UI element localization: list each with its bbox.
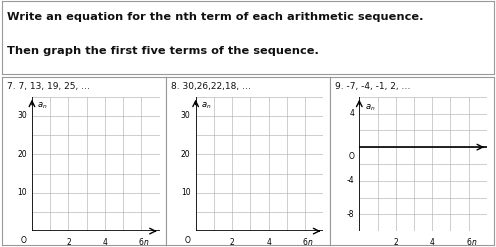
Text: 4: 4: [266, 239, 271, 247]
Text: n: n: [308, 239, 312, 247]
Text: n: n: [472, 239, 476, 247]
Text: 8. 30,26,22,18, …: 8. 30,26,22,18, …: [171, 82, 251, 91]
Text: 4: 4: [349, 109, 354, 118]
Text: O: O: [185, 236, 190, 246]
Text: Write an equation for the nth term of each arithmetic sequence.: Write an equation for the nth term of ea…: [7, 12, 424, 22]
Text: Then graph the first five terms of the sequence.: Then graph the first five terms of the s…: [7, 46, 319, 56]
Text: 30: 30: [181, 111, 190, 121]
Text: -4: -4: [347, 176, 354, 185]
Text: O: O: [348, 152, 354, 162]
Text: $a_n$: $a_n$: [365, 103, 375, 113]
Text: O: O: [21, 236, 27, 246]
Text: -8: -8: [347, 210, 354, 219]
Text: $a_n$: $a_n$: [37, 101, 48, 111]
Text: 6: 6: [303, 239, 308, 247]
Text: 20: 20: [17, 150, 27, 159]
Text: n: n: [144, 239, 149, 247]
Text: 6: 6: [139, 239, 144, 247]
Text: 10: 10: [17, 188, 27, 197]
Text: 4: 4: [103, 239, 107, 247]
Text: $a_n$: $a_n$: [201, 101, 212, 111]
Text: 2: 2: [66, 239, 71, 247]
Text: 4: 4: [430, 239, 434, 247]
Text: 2: 2: [393, 239, 398, 247]
Text: 7. 7, 13, 19, 25, …: 7. 7, 13, 19, 25, …: [7, 82, 90, 91]
Text: 2: 2: [230, 239, 235, 247]
Text: 9. -7, -4, -1, 2, …: 9. -7, -4, -1, 2, …: [335, 82, 410, 91]
Text: 10: 10: [181, 188, 190, 197]
Text: 6: 6: [466, 239, 471, 247]
Text: 30: 30: [17, 111, 27, 121]
Text: 20: 20: [181, 150, 190, 159]
